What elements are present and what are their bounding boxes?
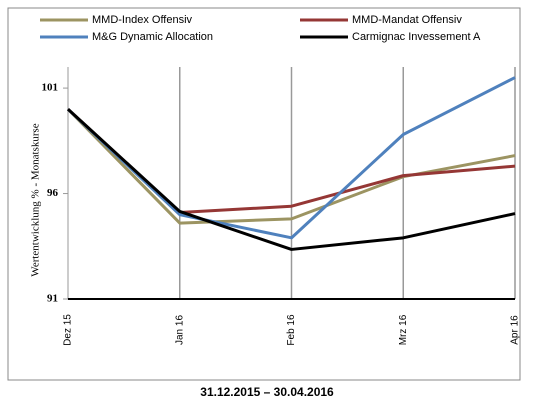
legend-label: MMD-Mandat Offensiv [352, 14, 462, 26]
x-tick-label: Jan 16 [174, 315, 185, 345]
y-axis-label: Wertentwicklung % - Monatskurse [30, 123, 42, 277]
series-line [66, 76, 516, 240]
x-tick-label: Mrz 16 [398, 314, 409, 345]
legend-label: Carmignac Invessement A [352, 31, 481, 43]
y-tick-label: 91 [47, 293, 58, 305]
x-tick-label: Feb 16 [286, 314, 297, 346]
legend-label: MMD-Index Offensiv [92, 14, 193, 26]
y-tick-label: 101 [42, 82, 59, 94]
x-tick-label: Dez 15 [63, 314, 74, 346]
legend-label: M&G Dynamic Allocation [92, 31, 213, 43]
y-tick-label: 96 [47, 187, 59, 199]
series-line [66, 108, 516, 225]
x-tick-label: Apr 16 [510, 315, 521, 345]
subtitle: 31.12.2015 – 30.04.2016 [200, 385, 334, 399]
series-line [66, 108, 516, 251]
chart-frame [7, 7, 521, 381]
